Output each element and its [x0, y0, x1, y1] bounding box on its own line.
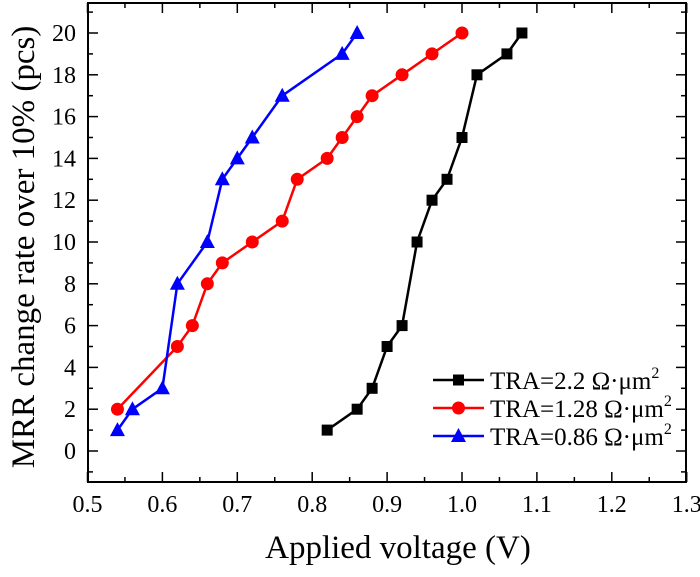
data-point — [322, 425, 333, 436]
data-point — [351, 110, 364, 123]
data-point — [321, 152, 334, 165]
legend-label: TRA=1.28 Ω·μm2 — [490, 393, 672, 423]
data-point — [336, 131, 349, 144]
y-tick-label: 18 — [52, 63, 76, 89]
y-tick-label: 16 — [52, 105, 76, 131]
data-point — [501, 48, 512, 59]
data-point — [456, 27, 469, 40]
legend-label-superscript: 2 — [664, 393, 672, 410]
data-point — [516, 28, 527, 39]
data-point — [471, 69, 482, 80]
x-tick-label: 1.2 — [597, 492, 627, 518]
legend-item: TRA=2.2 Ω·μm2 — [433, 365, 659, 395]
data-point — [442, 174, 453, 185]
data-point — [200, 234, 215, 248]
y-tick-label: 4 — [64, 355, 76, 381]
y-tick-label: 8 — [64, 272, 76, 298]
legend-label: TRA=0.86 Ω·μm2 — [490, 421, 672, 451]
x-tick-label: 0.6 — [147, 492, 177, 518]
data-point — [457, 132, 468, 143]
data-point — [275, 88, 290, 102]
data-point — [412, 237, 423, 248]
data-point — [427, 195, 438, 206]
x-tick-label: 0.9 — [372, 492, 402, 518]
data-point — [201, 277, 214, 290]
legend-label-superscript: 2 — [664, 421, 672, 438]
x-tick-label: 0.7 — [222, 492, 252, 518]
data-point — [246, 236, 259, 249]
data-point — [111, 403, 124, 416]
x-tick-label: 1.3 — [672, 492, 700, 518]
y-axis-title: MRR change rate over 10% (pcs) — [6, 26, 42, 469]
series-triangle — [110, 25, 365, 436]
data-point — [155, 380, 170, 394]
y-tick-label: 20 — [52, 21, 76, 47]
data-point — [125, 401, 140, 415]
data-point — [291, 173, 304, 186]
data-point — [397, 320, 408, 331]
y-tick-labels: 0 2 4 6 8 10 12 14 16 18 20 — [52, 21, 76, 465]
data-point — [276, 215, 289, 228]
x-tick-label: 0.8 — [297, 492, 327, 518]
data-point — [350, 25, 365, 39]
data-point — [186, 319, 199, 332]
x-tick-labels: 0.5 0.6 0.7 0.8 0.9 1.0 1.1 1.2 1.3 — [73, 492, 700, 518]
x-axis-title: Applied voltage (V) — [265, 530, 531, 566]
x-tick-label: 1.1 — [522, 492, 552, 518]
series-circle — [111, 27, 469, 416]
y-tick-label: 10 — [52, 230, 76, 256]
legend-label: TRA=2.2 Ω·μm2 — [490, 365, 659, 395]
series-layer — [110, 25, 527, 436]
data-point — [382, 341, 393, 352]
x-tick-label: 0.5 — [73, 492, 103, 518]
legend-item: TRA=1.28 Ω·μm2 — [433, 393, 672, 423]
data-point — [366, 89, 379, 102]
x-tick-label: 1.0 — [447, 492, 477, 518]
y-tick-label: 0 — [64, 439, 76, 465]
data-point — [352, 404, 363, 415]
legend-marker — [452, 402, 465, 415]
y-tick-label: 12 — [52, 188, 76, 214]
legend-item: TRA=0.86 Ω·μm2 — [433, 421, 672, 451]
legend-label-superscript: 2 — [651, 365, 659, 382]
y-tick-label: 6 — [64, 314, 76, 340]
data-point — [171, 340, 184, 353]
y-tick-label: 14 — [52, 146, 76, 172]
data-point — [367, 383, 378, 394]
data-point — [396, 68, 409, 81]
legend-marker — [453, 375, 464, 386]
data-point — [216, 256, 229, 269]
y-tick-label: 2 — [64, 397, 76, 423]
data-point — [426, 47, 439, 60]
